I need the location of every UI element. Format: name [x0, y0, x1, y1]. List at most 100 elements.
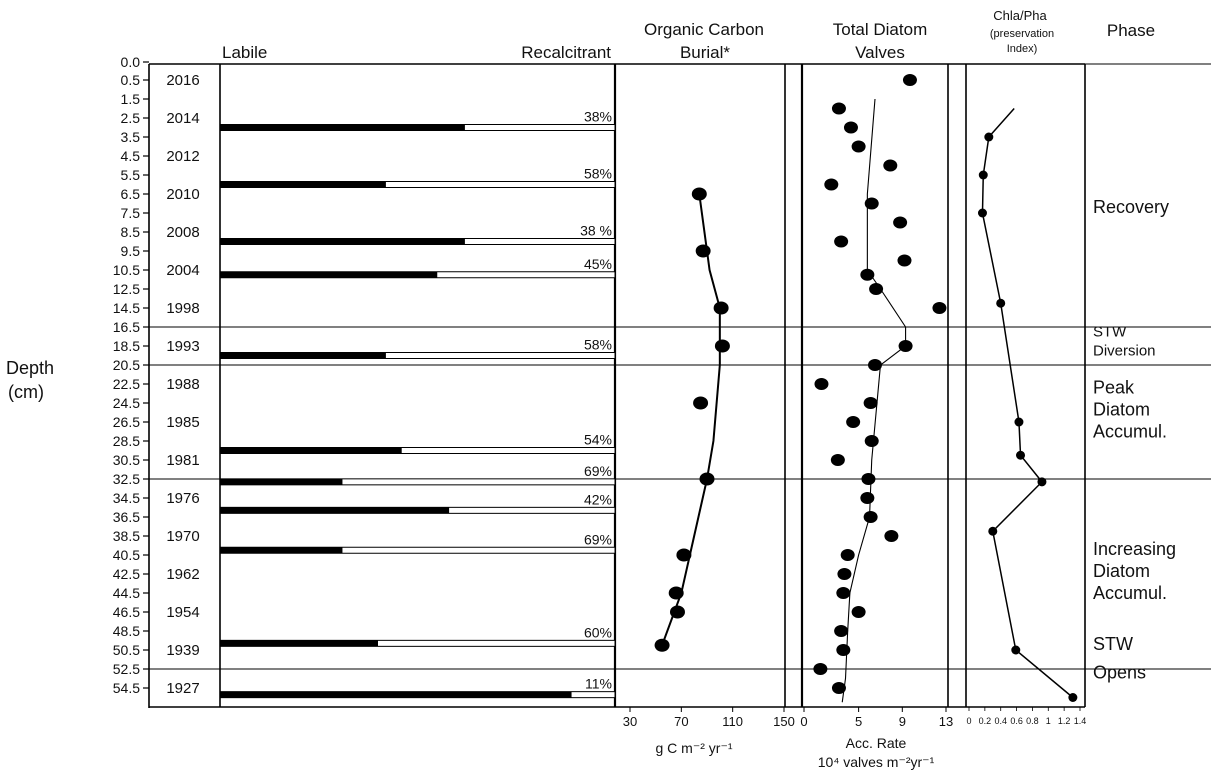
- depth-tick-label: 44.5: [113, 585, 140, 601]
- phase-label: Accumul.: [1093, 422, 1167, 442]
- diatom-x-tick-label: 0: [800, 714, 807, 729]
- organic-x-tick-label: 30: [623, 714, 637, 729]
- diatom-title-line2: Valves: [855, 43, 905, 62]
- diatom-plot: 0 5 9 13: [800, 74, 953, 729]
- chla-title-line3: Index): [1007, 43, 1038, 55]
- labile-bars: 38% 58% 38 % 45% 58% 54% 69% 42% 69% 60% 11%: [219, 109, 616, 699]
- chla-data-point: [1014, 417, 1024, 427]
- depth-tick-label: 10.5: [113, 262, 140, 278]
- phase-label: STW: [1093, 324, 1127, 341]
- diatom-data-point: [868, 359, 882, 371]
- recalcitrant-pct-label: 42%: [584, 491, 612, 507]
- chla-plot: 0 0.2 0.4 0.6 0.8 1 1.2 1.4: [966, 108, 1086, 726]
- chla-data-point: [984, 132, 994, 142]
- organic-data-point: [676, 548, 692, 562]
- year-label: 1981: [166, 452, 199, 469]
- recalcitrant-pct-label: 58%: [584, 166, 612, 182]
- year-label: 1998: [166, 300, 199, 317]
- chla-data-point: [1016, 450, 1026, 460]
- organic-data-point: [695, 244, 711, 258]
- diatom-data-point: [864, 435, 879, 447]
- chla-x-tick-label: 0: [966, 716, 971, 726]
- year-label: 1993: [166, 338, 199, 355]
- diatom-data-point: [851, 140, 866, 153]
- diatom-data-point: [831, 682, 846, 694]
- organic-x-tick-label: 110: [722, 714, 743, 729]
- year-label: 1988: [166, 376, 199, 393]
- diatom-data-point: [831, 102, 846, 115]
- depth-tick-label: 20.5: [113, 357, 140, 373]
- depth-tick-label: 8.5: [121, 224, 141, 240]
- phase-label: Increasing: [1093, 539, 1176, 559]
- recalcitrant-pct-label: 60%: [584, 624, 612, 640]
- organic-x-tick-label: 70: [674, 714, 688, 729]
- depth-tick-label: 46.5: [113, 604, 140, 620]
- diatom-data-point: [932, 302, 947, 314]
- diatom-title-line1: Total Diatom: [833, 20, 927, 39]
- recalcitrant-heading: Recalcitrant: [521, 43, 611, 62]
- diatom-data-point: [813, 663, 828, 675]
- diatom-data-point: [846, 416, 861, 428]
- chla-data-point: [988, 526, 998, 536]
- organic-carbon-unit: g C m⁻² yr⁻¹: [656, 740, 733, 756]
- depth-tick-label: 14.5: [113, 300, 140, 316]
- depth-tick-label: 6.5: [121, 186, 141, 202]
- year-label: 1927: [166, 680, 199, 697]
- organic-carbon-plot: 30 70 110 150: [623, 187, 795, 729]
- depth-tick-label: 18.5: [113, 338, 140, 354]
- depth-tick-label: 2.5: [121, 110, 141, 126]
- depth-ticks: 0.0 0.5 1.5 2.5 3.5 4.5 5.5 6.5 7.5 8.5 9.5 10.5 12.…: [113, 54, 149, 696]
- chla-title-line2: (preservation: [990, 28, 1054, 40]
- year-label: 2008: [166, 224, 199, 241]
- chla-x-tick-label: 0.4: [994, 716, 1007, 726]
- organic-data-point: [669, 605, 685, 619]
- year-label: 1962: [166, 566, 199, 583]
- diatom-data-point: [863, 397, 878, 409]
- diatom-data-point: [824, 178, 839, 191]
- diatom-data-point: [836, 587, 851, 599]
- diatom-data-point: [864, 197, 879, 210]
- depth-tick-label: 5.5: [121, 167, 141, 183]
- depth-tick-label: 32.5: [113, 471, 140, 487]
- diatom-data-point: [851, 606, 866, 618]
- diatom-data-point: [869, 283, 884, 295]
- recalcitrant-pct-label: 69%: [584, 531, 612, 547]
- diatom-x-tick-label: 13: [939, 714, 953, 729]
- depth-tick-label: 48.5: [113, 623, 140, 639]
- depth-tick-label: 42.5: [113, 566, 140, 582]
- depth-axis-label-line2: (cm): [8, 382, 44, 402]
- diatom-data-point: [840, 549, 855, 561]
- chla-x-tick-label: 0.6: [1010, 716, 1023, 726]
- depth-tick-label: 28.5: [113, 433, 140, 449]
- phase-labels: RecoverySTWDiversionPeakDiatomAccumul.In…: [1093, 197, 1176, 683]
- chla-data-point: [978, 170, 988, 180]
- diatom-data-point: [836, 644, 851, 656]
- diatom-unit-line1: Acc. Rate: [846, 735, 907, 751]
- chla-data-point: [1037, 477, 1047, 487]
- depth-tick-label: 24.5: [113, 395, 140, 411]
- labile-bar: [220, 640, 378, 647]
- organic-carbon-title-line2: Burial*: [680, 43, 730, 62]
- recalcitrant-pct-label: 38 %: [580, 223, 612, 239]
- chla-title-line1: Chla/Pha: [993, 8, 1047, 23]
- panel-frames: [148, 63, 1211, 708]
- recalcitrant-pct-label: 54%: [584, 432, 612, 448]
- chla-x-tick-label: 0.8: [1026, 716, 1039, 726]
- year-label: 1970: [166, 528, 199, 545]
- chla-x-tick-label: 0.2: [979, 716, 992, 726]
- recalcitrant-pct-label: 38%: [584, 109, 612, 125]
- diatom-data-point: [837, 568, 852, 580]
- depth-tick-label: 22.5: [113, 376, 140, 392]
- depth-tick-label: 1.5: [121, 91, 141, 107]
- labile-bar: [220, 181, 386, 188]
- phase-boundaries: [149, 326, 1211, 670]
- organic-data-point: [713, 301, 729, 315]
- depth-axis-label-line1: Depth: [6, 358, 54, 378]
- organic-carbon-title-line1: Organic Carbon: [644, 20, 764, 39]
- diatom-x-tick-label: 9: [899, 714, 906, 729]
- depth-tick-label: 38.5: [113, 528, 140, 544]
- recalcitrant-pct-label: 11%: [585, 676, 612, 692]
- recalcitrant-pct-label: 58%: [584, 337, 612, 353]
- diatom-data-point: [898, 340, 913, 352]
